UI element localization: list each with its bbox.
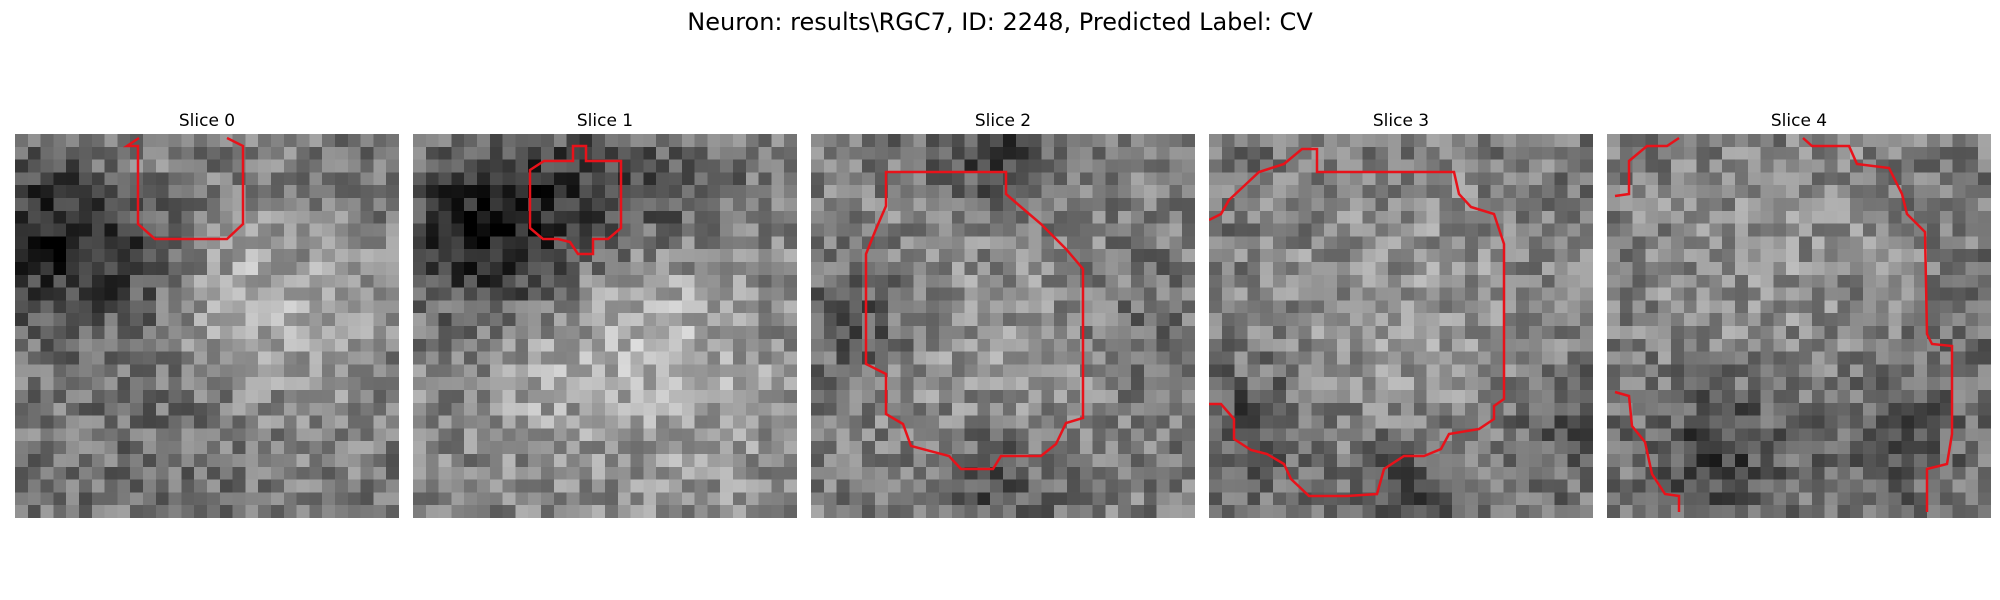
slice-image-4 xyxy=(1607,134,1991,518)
cell-contour-4 xyxy=(1614,136,1954,512)
slice-image-1 xyxy=(413,134,797,518)
slice-image-0 xyxy=(15,134,399,518)
cell-contour-3 xyxy=(1209,147,1506,498)
figure-title: Neuron: results\RGC7, ID: 2248, Predicte… xyxy=(687,8,1313,36)
slice-panel-3: Slice 3 xyxy=(1209,108,1593,518)
slice-title-3: Slice 3 xyxy=(1372,111,1430,131)
slice-title-2: Slice 2 xyxy=(974,111,1032,131)
slice-title-1: Slice 1 xyxy=(576,111,634,131)
slice-image-3 xyxy=(1209,134,1593,518)
cell-contour-1 xyxy=(528,144,623,256)
slice-title-4: Slice 4 xyxy=(1770,111,1828,131)
cell-contour-2 xyxy=(864,170,1085,471)
slice-panel-2: Slice 2 xyxy=(811,108,1195,518)
slice-panel-0: Slice 0 xyxy=(15,108,399,518)
cell-contour-0 xyxy=(122,136,245,241)
slice-image-2 xyxy=(811,134,1195,518)
slice-panel-4: Slice 4 xyxy=(1607,108,1991,518)
slice-panel-1: Slice 1 xyxy=(413,108,797,518)
slice-title-0: Slice 0 xyxy=(178,111,236,131)
